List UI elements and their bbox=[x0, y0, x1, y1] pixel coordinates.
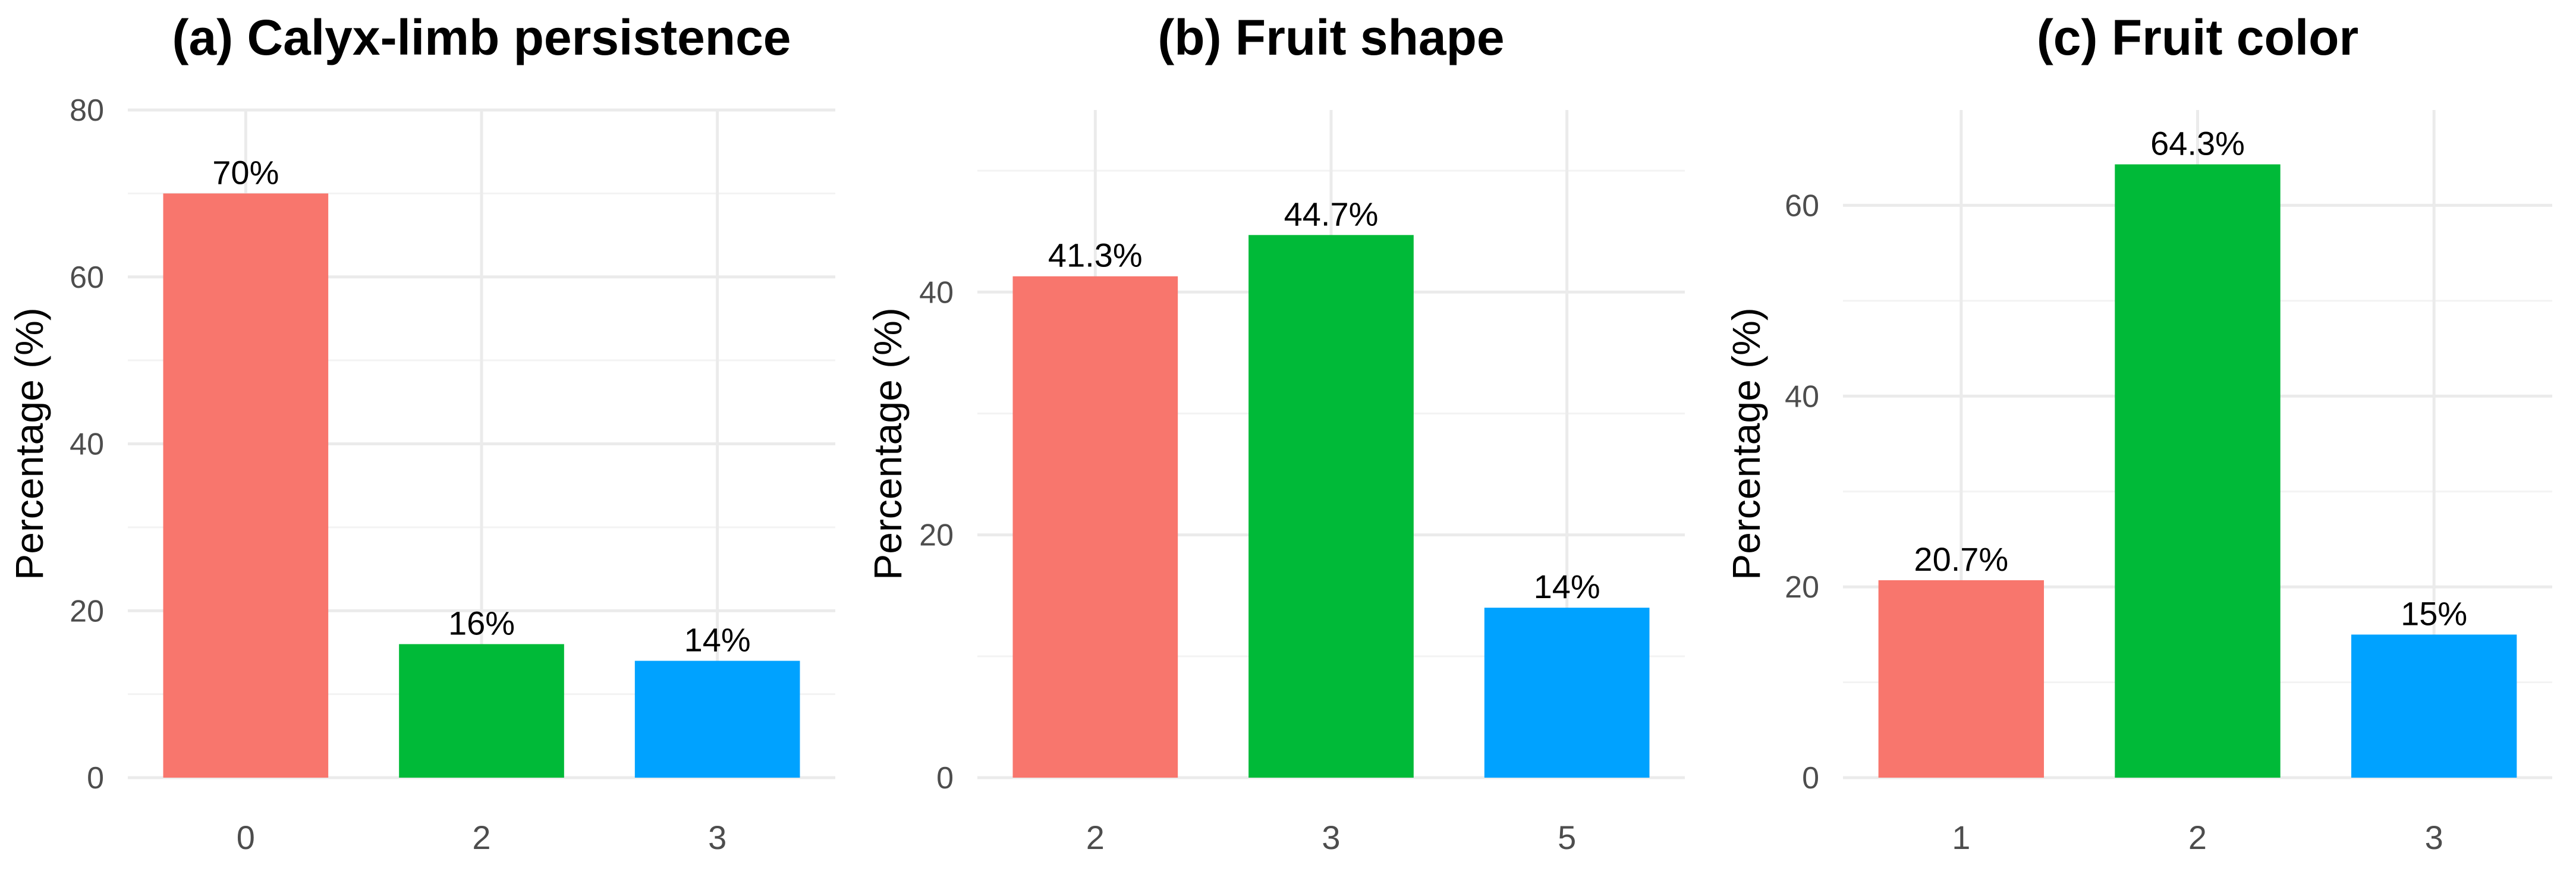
y-tick-label: 0 bbox=[1802, 761, 1819, 795]
x-tick-label: 5 bbox=[1558, 819, 1576, 856]
x-tick-label: 3 bbox=[2425, 819, 2443, 856]
x-tick-label: 0 bbox=[237, 819, 255, 856]
data-label: 64.3% bbox=[2150, 124, 2245, 162]
bar-a-0 bbox=[163, 193, 329, 778]
chart-svg-b: 41.3% 44.7% 14% 0 20 40 2 3 5 Percentage (%) (b) F… bbox=[866, 10, 1685, 856]
data-label: 70% bbox=[212, 153, 279, 191]
bar-b-3 bbox=[1248, 235, 1414, 778]
bar-c-1 bbox=[1878, 580, 2045, 778]
bar-c-2 bbox=[2115, 164, 2281, 778]
chart-svg-c: 20.7% 64.3% 15% 0 20 40 60 1 2 3 Percentage (%) (c)… bbox=[1724, 10, 2552, 856]
data-label: 44.7% bbox=[1284, 195, 1379, 232]
chart-title: (c) Fruit color bbox=[2037, 10, 2358, 65]
data-label: 15% bbox=[2401, 595, 2467, 632]
y-tick-label: 20 bbox=[1785, 570, 1819, 605]
y-tick-label: 40 bbox=[919, 275, 954, 310]
y-tick-label: 40 bbox=[1785, 379, 1819, 414]
chart-panel-a: 70% 16% 14% 0 20 40 60 80 0 2 3 Percentage (%) (a) C… bbox=[0, 0, 858, 871]
y-tick-label: 0 bbox=[936, 761, 954, 795]
chart-panel-c: 20.7% 64.3% 15% 0 20 40 60 1 2 3 Percentage (%) (c)… bbox=[1717, 0, 2576, 871]
y-axis-label: Percentage (%) bbox=[1724, 307, 1768, 580]
chart-panel-b: 41.3% 44.7% 14% 0 20 40 2 3 5 Percentage (%) (b) F… bbox=[858, 0, 1717, 871]
x-tick-label: 3 bbox=[1322, 819, 1340, 856]
chart-svg-a: 70% 16% 14% 0 20 40 60 80 0 2 3 Percentage (%) (a) C… bbox=[7, 10, 835, 856]
y-tick-label: 60 bbox=[1785, 188, 1819, 223]
bar-b-5 bbox=[1484, 608, 1650, 778]
chart-title: (b) Fruit shape bbox=[1158, 10, 1504, 65]
y-tick-label: 20 bbox=[919, 518, 954, 553]
bar-c-3 bbox=[2351, 634, 2517, 778]
y-tick-label: 60 bbox=[70, 260, 104, 295]
x-tick-label: 1 bbox=[1952, 819, 1970, 856]
y-tick-label: 20 bbox=[70, 594, 104, 628]
data-label: 16% bbox=[448, 604, 515, 642]
y-tick-label: 80 bbox=[70, 93, 104, 128]
data-label: 14% bbox=[1534, 568, 1600, 605]
bar-a-3 bbox=[634, 661, 800, 778]
data-label: 14% bbox=[684, 621, 751, 658]
chart-title: (a) Calyx-limb persistence bbox=[172, 10, 791, 65]
x-tick-label: 3 bbox=[708, 819, 726, 856]
x-tick-label: 2 bbox=[1086, 819, 1105, 856]
y-tick-label: 0 bbox=[87, 761, 104, 795]
y-axis-label: Percentage (%) bbox=[7, 307, 51, 580]
y-axis-label: Percentage (%) bbox=[866, 307, 910, 580]
x-tick-label: 2 bbox=[2188, 819, 2207, 856]
bar-b-2 bbox=[1012, 276, 1178, 778]
data-label: 41.3% bbox=[1048, 237, 1143, 274]
x-tick-label: 2 bbox=[472, 819, 490, 856]
data-label: 20.7% bbox=[1914, 540, 2008, 578]
bar-a-2 bbox=[399, 644, 564, 778]
y-tick-label: 40 bbox=[70, 427, 104, 462]
